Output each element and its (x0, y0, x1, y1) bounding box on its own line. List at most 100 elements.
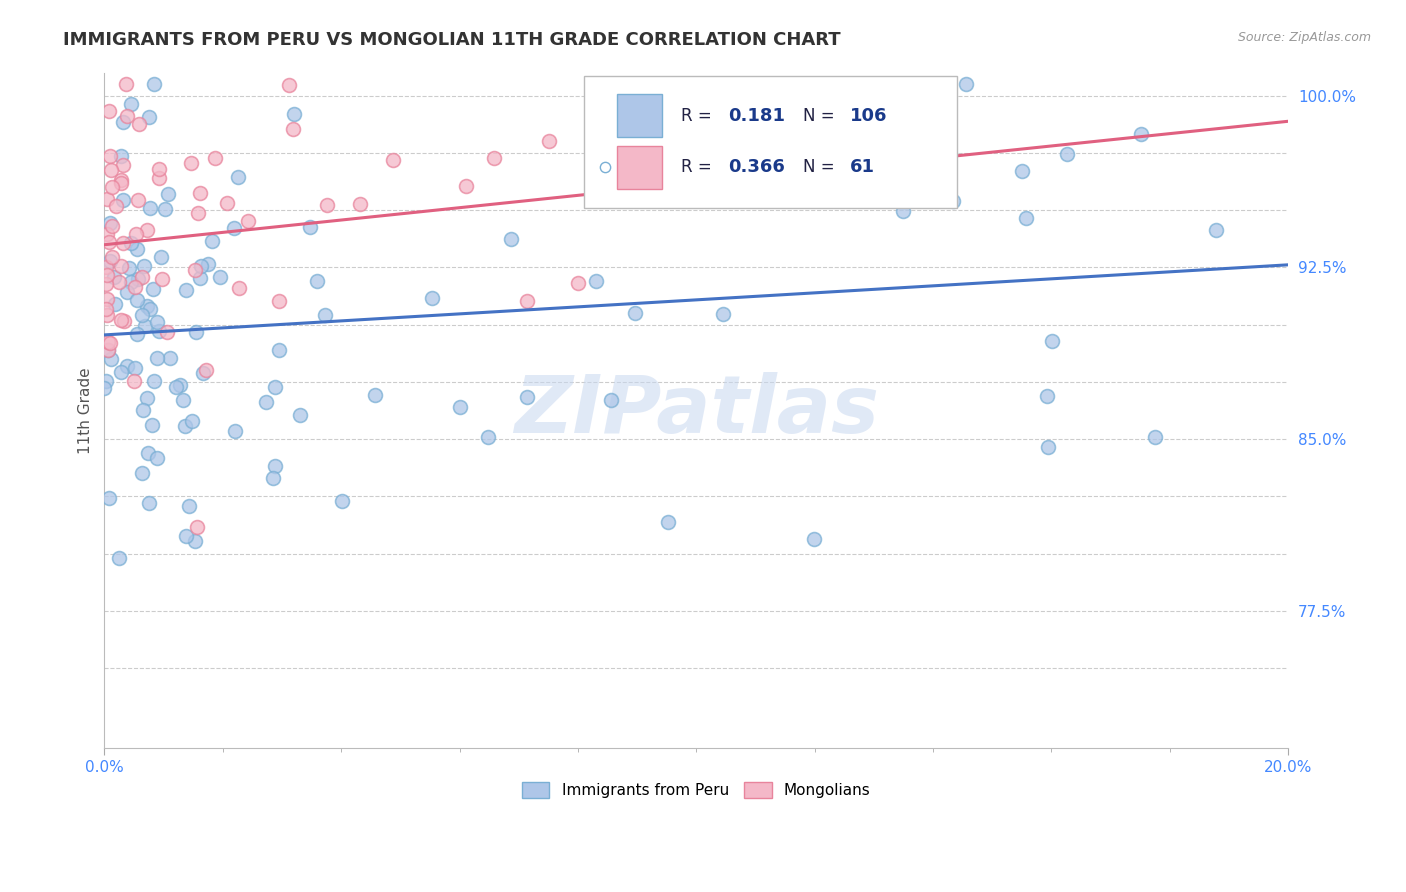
FancyBboxPatch shape (617, 94, 662, 137)
Point (111, 193, 134, 207)
Text: N =: N = (803, 159, 839, 177)
Point (97, 343, 120, 357)
Point (176, 284, 198, 298)
Point (420, 291, 443, 305)
Point (148, 170, 170, 185)
Text: IMMIGRANTS FROM PERU VS MONGOLIAN 11TH GRADE CORRELATION CHART: IMMIGRANTS FROM PERU VS MONGOLIAN 11TH G… (63, 31, 841, 49)
Point (222, 220, 245, 235)
Point (110, 259, 132, 273)
Point (138, 496, 160, 510)
Point (188, 186, 211, 201)
Point (449, 400, 471, 414)
Point (332, 494, 354, 508)
Point (149, 250, 172, 264)
Point (110, 313, 132, 327)
Point (96, 374, 118, 388)
Text: N =: N = (803, 106, 839, 125)
Point (122, 374, 145, 388)
Point (125, 327, 148, 342)
Point (146, 315, 169, 329)
Point (120, 235, 142, 250)
Point (127, 194, 149, 208)
Point (624, 306, 647, 320)
Point (115, 109, 138, 123)
Point (96, 277, 118, 291)
Point (537, 134, 560, 148)
Point (224, 425, 246, 439)
Point (942, 194, 965, 208)
Point (873, 149, 896, 163)
Point (139, 201, 162, 215)
Point (1056, 147, 1078, 161)
Point (101, 219, 124, 234)
Point (96, 227, 118, 242)
Point (516, 293, 538, 308)
Point (138, 110, 160, 124)
Point (263, 458, 285, 473)
Point (1040, 334, 1063, 348)
Point (184, 263, 207, 277)
Text: 0.181: 0.181 (728, 106, 785, 125)
Point (125, 227, 148, 241)
Point (381, 153, 404, 167)
Point (136, 299, 159, 313)
Point (349, 197, 371, 211)
Point (112, 115, 135, 129)
Point (711, 307, 734, 321)
Point (111, 235, 134, 250)
Point (482, 151, 505, 165)
Point (307, 274, 329, 288)
Point (1036, 389, 1059, 403)
Point (217, 195, 239, 210)
Point (228, 170, 250, 185)
Point (187, 205, 209, 219)
Point (96, 192, 118, 206)
Point (169, 378, 191, 392)
Point (112, 314, 135, 328)
Point (100, 163, 122, 178)
Point (197, 257, 219, 271)
Point (148, 324, 170, 338)
Point (110, 149, 132, 163)
Point (254, 395, 277, 409)
Point (267, 343, 290, 357)
Point (136, 391, 159, 405)
Point (98, 491, 121, 506)
Point (97, 343, 120, 357)
Point (184, 325, 207, 339)
Point (516, 390, 538, 404)
Point (100, 250, 122, 264)
Point (117, 285, 139, 299)
Point (180, 156, 202, 170)
Point (98, 104, 121, 119)
Point (115, 359, 138, 374)
Point (281, 122, 304, 136)
Point (585, 275, 607, 289)
Point (98, 235, 121, 249)
Point (139, 301, 162, 316)
Point (141, 282, 163, 296)
Point (98, 216, 121, 230)
Point (599, 392, 621, 407)
Point (93, 381, 115, 395)
Point (190, 259, 212, 273)
Point (110, 366, 132, 380)
Point (100, 180, 122, 194)
Point (803, 532, 825, 546)
FancyBboxPatch shape (583, 77, 956, 208)
Point (96, 268, 118, 282)
Point (131, 270, 153, 285)
Point (152, 272, 174, 286)
Point (314, 308, 336, 322)
Point (117, 260, 139, 275)
Point (127, 293, 149, 308)
Point (98, 336, 121, 351)
Text: 106: 106 (851, 106, 887, 125)
Point (477, 430, 499, 444)
Point (110, 176, 132, 190)
Point (264, 380, 287, 394)
Point (204, 152, 226, 166)
Point (110, 173, 132, 187)
Text: R =: R = (681, 159, 717, 177)
Point (96, 292, 118, 306)
